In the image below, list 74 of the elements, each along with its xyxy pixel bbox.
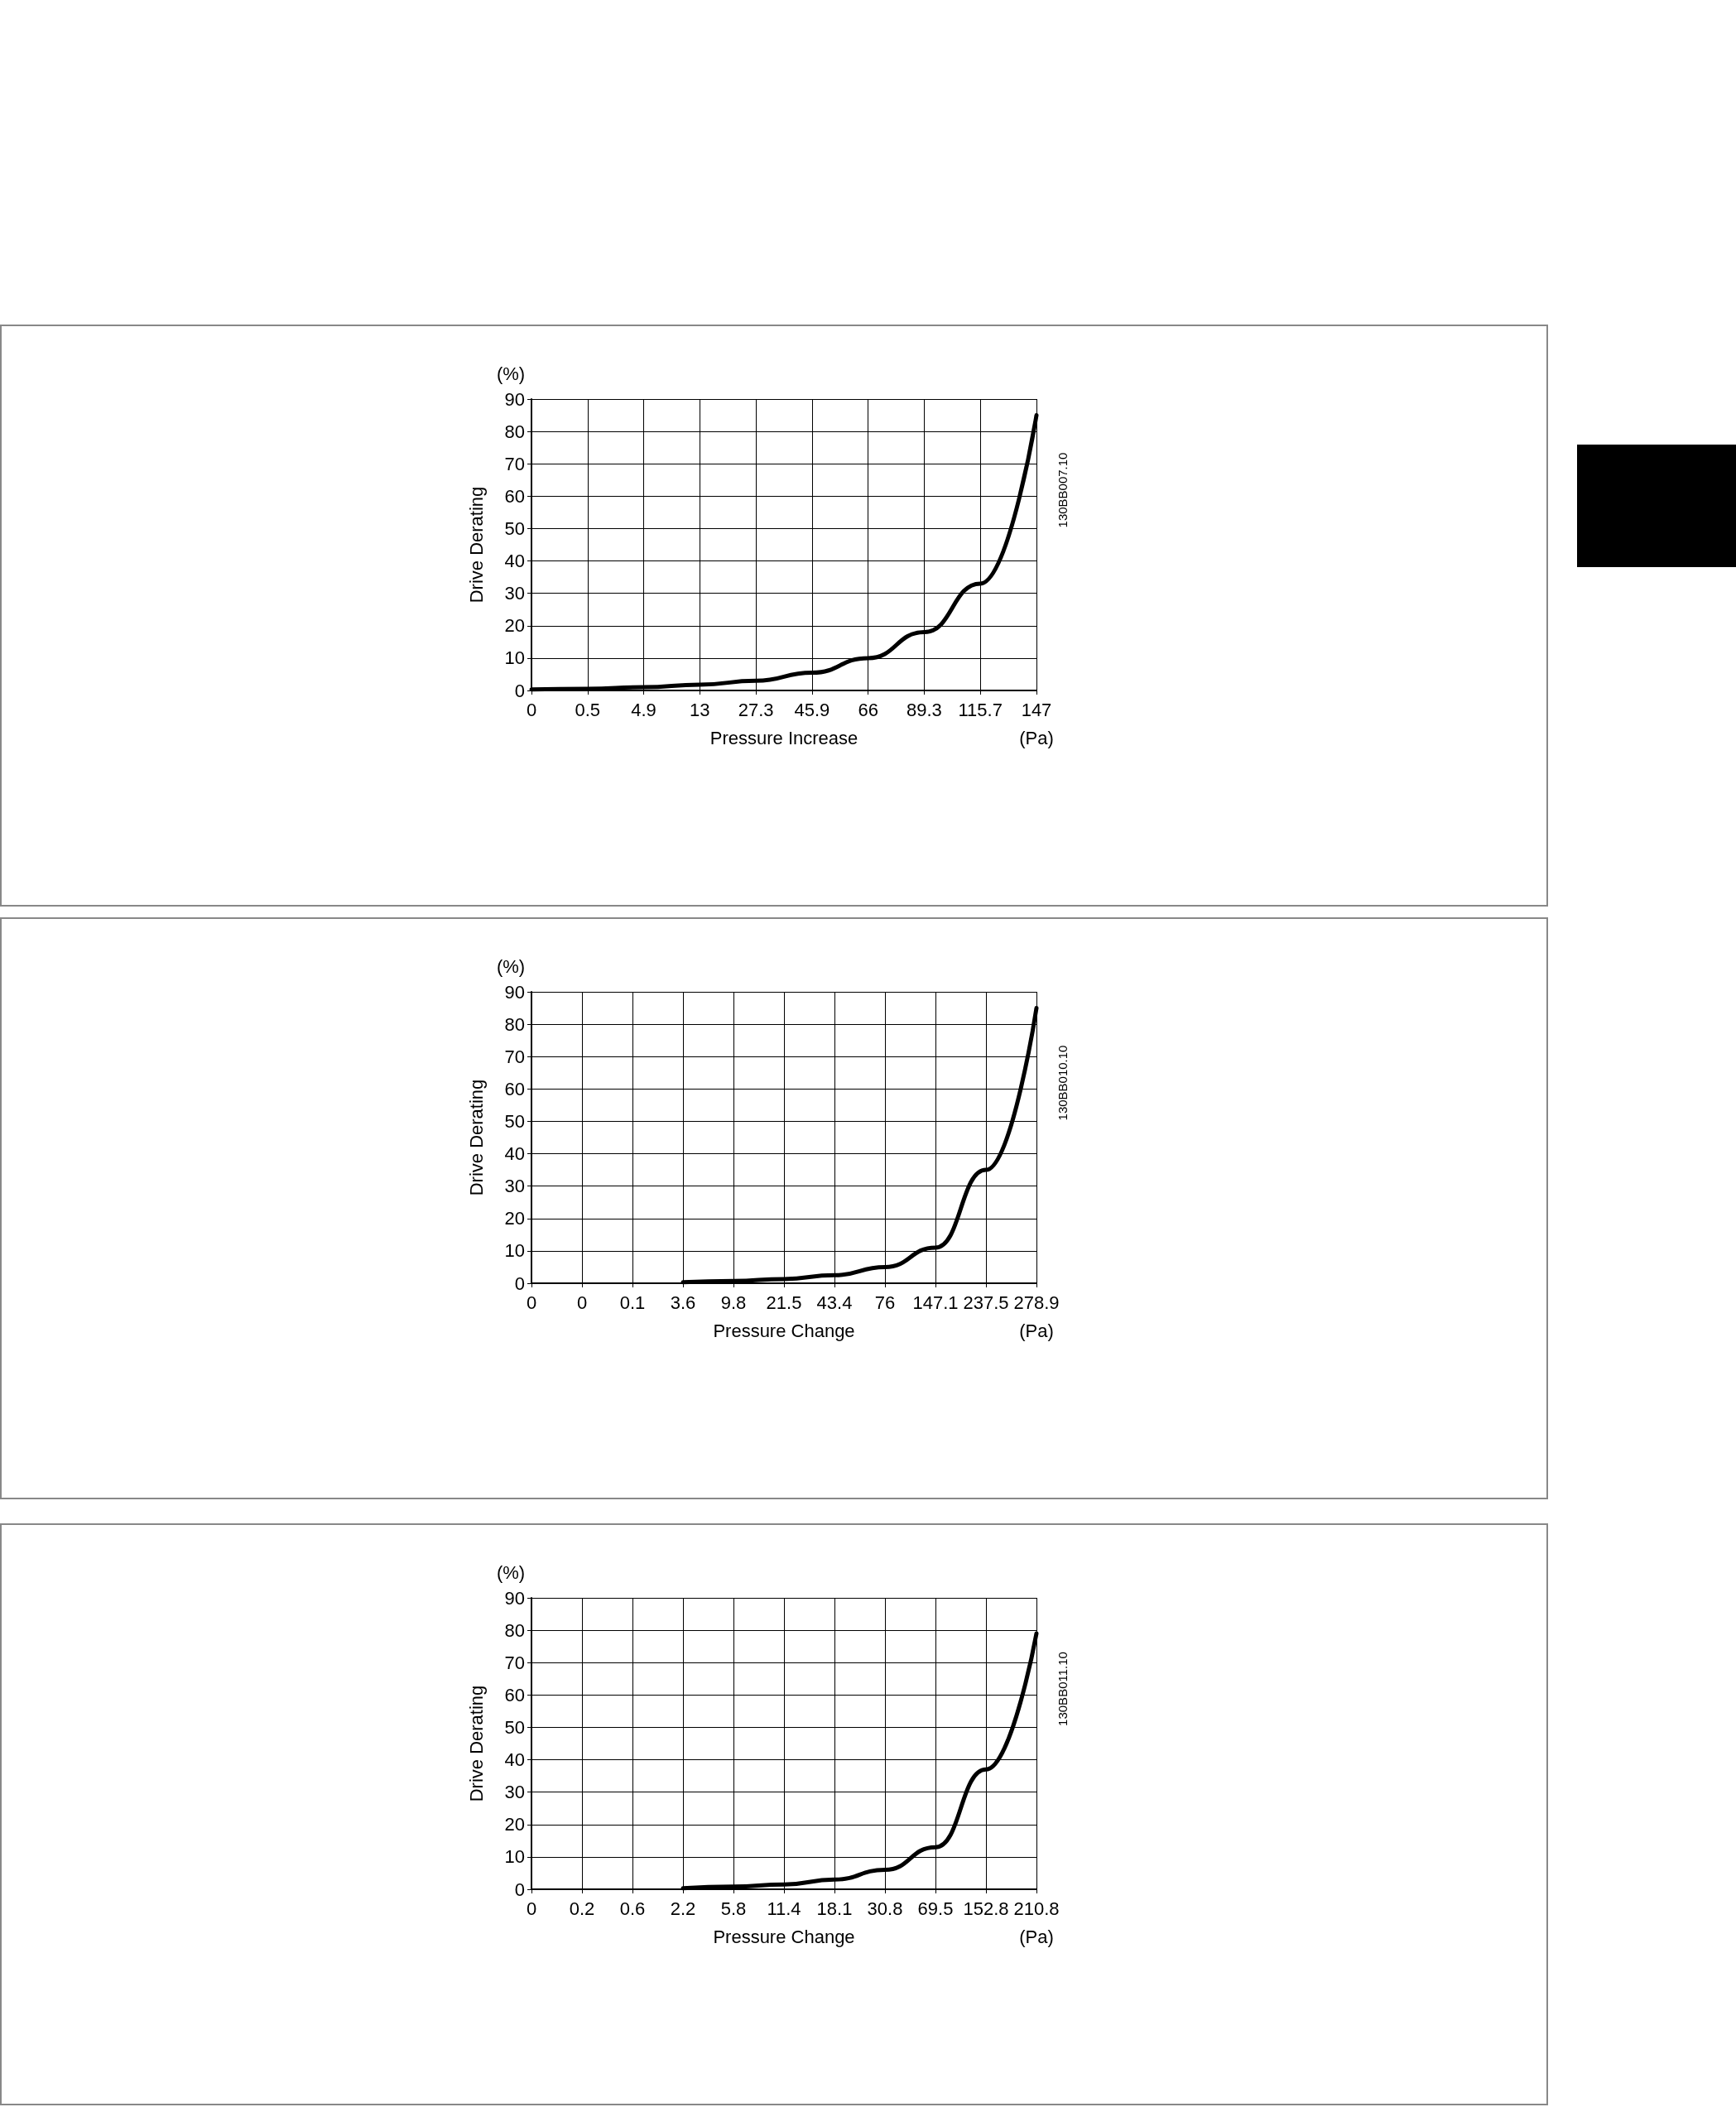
y-tick-label: 40 (504, 1749, 525, 1771)
x-tick-label: 18.1 (816, 1898, 853, 1919)
text: 130BB007.10 (1056, 452, 1070, 528)
x-tick-label: 210.8 (1013, 1898, 1060, 1919)
x-tick-label: 147.1 (912, 1292, 959, 1313)
x-tick-label: 30.8 (867, 1898, 903, 1919)
x-tick-label: 152.8 (963, 1898, 1009, 1919)
x-tick-label: 0.1 (619, 1292, 646, 1313)
x-tick-label: 147 (1021, 699, 1052, 720)
y-tick-label: 60 (504, 1684, 525, 1705)
y-tick-label: 90 (504, 388, 525, 410)
y-tick-label: 70 (504, 1652, 525, 1673)
x-tick-label: 69.5 (917, 1898, 954, 1919)
x-tick-label: 13 (690, 699, 710, 720)
y-tick-label: 20 (504, 1814, 525, 1835)
x-tick-label: 45.9 (794, 699, 830, 720)
x-tick-label: 76 (874, 1292, 896, 1313)
x-tick-label: 237.5 (963, 1292, 1009, 1313)
y-tick-label: 60 (504, 1078, 525, 1099)
x-tick-label: 11.4 (767, 1898, 801, 1919)
y-tick-label: 40 (504, 1143, 525, 1165)
text: (%) (496, 955, 526, 977)
y-tick-label: 50 (504, 1110, 525, 1132)
y-tick-label: 10 (504, 1846, 525, 1868)
y-tick-label: 20 (504, 615, 525, 637)
y-tick-label: 10 (504, 1240, 525, 1262)
y-tick-label: 70 (504, 453, 525, 474)
x-tick-label: 0.6 (619, 1898, 646, 1919)
x-tick-label: 9.8 (720, 1292, 747, 1313)
x-tick-label: 0 (576, 1292, 588, 1313)
x-tick-label: 4.9 (631, 699, 656, 720)
y-tick-label: 0 (514, 1879, 525, 1900)
y-axis-title: Drive Derating (465, 1685, 487, 1802)
y-tick-label: 30 (504, 1176, 525, 1197)
x-tick-label: 66 (858, 699, 878, 720)
x-tick-label: 115.7 (958, 699, 1003, 720)
y-tick-label: 0 (514, 680, 525, 701)
x-tick-label: 278.9 (1013, 1292, 1060, 1313)
x-tick-label: 0.5 (575, 699, 601, 720)
y-tick-label: 90 (504, 1587, 525, 1609)
y-tick-label: 80 (504, 421, 525, 442)
x-axis-title: Pressure Change (713, 1926, 855, 1947)
y-tick-label: 10 (504, 647, 525, 669)
y-tick-label: 40 (504, 551, 525, 572)
y-tick-label: 70 (504, 1046, 525, 1067)
x-tick-label: 0.2 (569, 1898, 595, 1919)
text: (%) (496, 363, 526, 384)
x-tick-label: 2.2 (670, 1898, 696, 1919)
y-tick-label: 80 (504, 1013, 525, 1035)
y-tick-label: 80 (504, 1619, 525, 1641)
x-tick-label: 89.3 (906, 699, 942, 720)
x-tick-label: 3.6 (670, 1292, 696, 1313)
text: 130BB010.10 (1056, 1045, 1070, 1121)
x-tick-label: 5.8 (720, 1898, 747, 1919)
text: (%) (496, 1561, 526, 1583)
text: 130BB011.10 (1056, 1652, 1070, 1726)
x-tick-label: 43.4 (816, 1292, 853, 1313)
y-tick-label: 60 (504, 485, 525, 507)
y-tick-label: 30 (504, 583, 525, 604)
text: (Pa) (1019, 1320, 1054, 1341)
y-tick-label: 20 (504, 1208, 525, 1229)
y-tick-label: 50 (504, 1716, 525, 1738)
y-tick-label: 50 (504, 517, 525, 539)
y-axis-title: Drive Derating (465, 1079, 487, 1196)
x-tick-label: 21.5 (766, 1292, 802, 1313)
y-axis-title: Drive Derating (465, 486, 487, 604)
text: (Pa) (1019, 727, 1054, 748)
y-tick-label: 30 (504, 1782, 525, 1803)
y-tick-label: 90 (504, 981, 525, 1003)
x-axis-title: Pressure Increase (709, 727, 858, 748)
x-tick-label: 27.3 (738, 699, 774, 720)
text: (Pa) (1019, 1926, 1054, 1947)
y-tick-label: 0 (514, 1272, 525, 1294)
x-axis-title: Pressure Change (713, 1320, 855, 1341)
